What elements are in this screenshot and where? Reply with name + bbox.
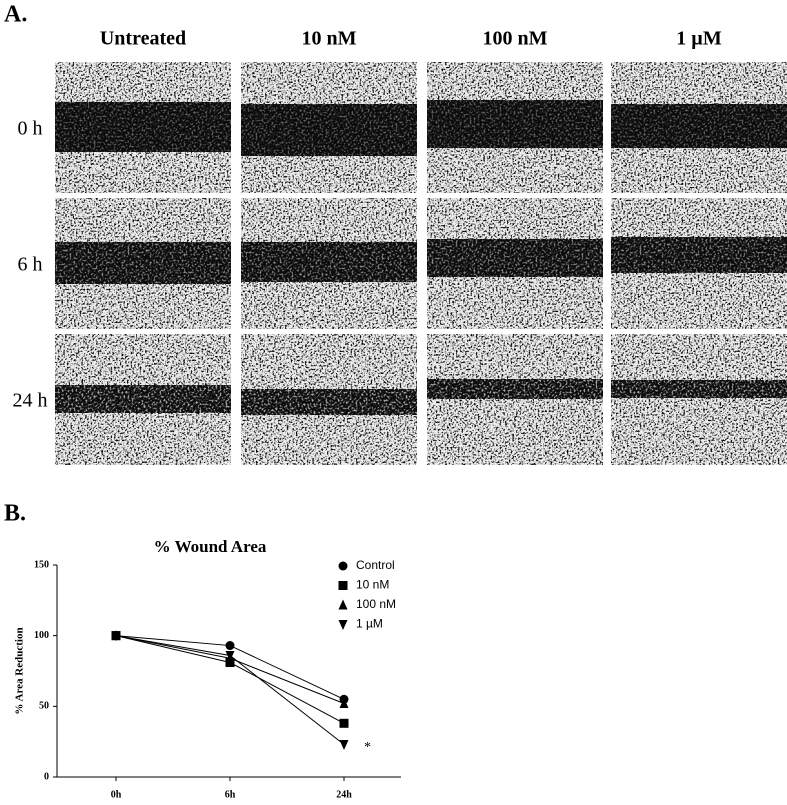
micrograph xyxy=(611,334,787,465)
row-label: 6 h xyxy=(18,254,43,276)
column-header: Untreated xyxy=(100,28,186,50)
panel-label: B. xyxy=(4,501,26,527)
wound-cells xyxy=(611,380,787,398)
wound-cells xyxy=(241,104,417,156)
legend-marker xyxy=(338,561,348,571)
micrograph xyxy=(241,334,417,465)
micrograph xyxy=(55,62,231,193)
y-tick-label: 150 xyxy=(34,559,49,570)
micrograph xyxy=(427,62,603,193)
chart: % Wound Area % Area Reduction 0 50 100 150 0h 6… xyxy=(14,537,401,800)
wound-cells xyxy=(55,385,231,413)
wound-cells xyxy=(427,100,603,148)
chart-title: % Wound Area xyxy=(154,537,267,556)
wound-cells xyxy=(427,239,603,277)
micrographs xyxy=(55,62,787,465)
micrograph xyxy=(55,198,231,329)
legend-label: 100 nM xyxy=(356,597,396,611)
marker xyxy=(339,739,349,750)
y-tick-label: 0 xyxy=(44,771,49,782)
micrograph xyxy=(427,334,603,465)
micrograph-texture xyxy=(611,334,787,465)
y-tick-label: 50 xyxy=(39,701,49,712)
y-axis-label: % Area Reduction xyxy=(14,627,26,714)
wound-cells xyxy=(55,102,231,152)
micrograph xyxy=(611,62,787,193)
legend-marker xyxy=(338,599,348,610)
column-header: 10 nM xyxy=(302,28,357,50)
y-tick-label: 100 xyxy=(34,630,49,641)
marker xyxy=(339,718,349,728)
micrograph xyxy=(611,198,787,329)
panel-label: A. xyxy=(4,2,27,28)
marker xyxy=(225,641,235,651)
micrograph xyxy=(241,62,417,193)
wound-cells xyxy=(611,104,787,148)
marker xyxy=(225,650,235,661)
wound-cells xyxy=(55,242,231,284)
legend-label: 10 nM xyxy=(356,578,389,592)
legend-label: 1 µM xyxy=(356,617,383,631)
row-label: 24 h xyxy=(13,390,48,412)
micrograph xyxy=(241,198,417,329)
wound-cells xyxy=(241,389,417,415)
wound-cells xyxy=(611,237,787,273)
x-tick-label: 6h xyxy=(225,789,236,800)
legend-marker xyxy=(338,620,348,630)
marker xyxy=(339,698,349,709)
annotation: * xyxy=(364,740,371,755)
row-label: 0 h xyxy=(18,118,43,140)
wound-cells xyxy=(241,242,417,282)
wound-cells xyxy=(427,379,603,399)
micrograph xyxy=(427,198,603,329)
micrograph-texture xyxy=(427,334,603,465)
x-tick-label: 24h xyxy=(336,789,352,800)
micrograph xyxy=(55,334,231,465)
marker xyxy=(111,631,121,642)
column-header: 100 nM xyxy=(483,28,548,50)
legend-label: Control xyxy=(356,558,395,572)
column-header: 1 µM xyxy=(676,28,722,50)
legend-marker xyxy=(338,581,348,590)
x-tick-label: 0h xyxy=(111,789,122,800)
